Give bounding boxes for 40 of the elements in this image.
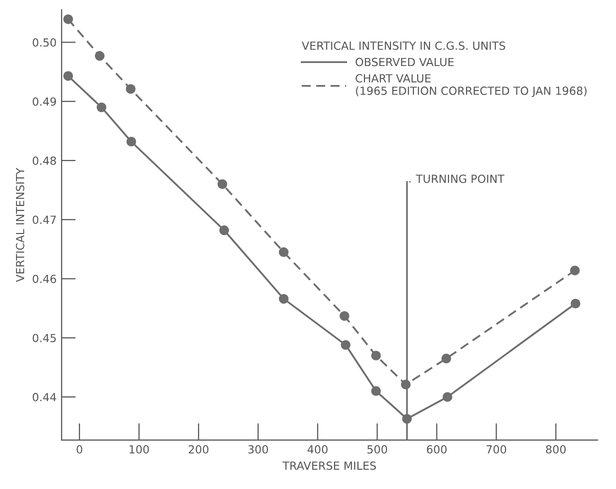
point [94, 51, 105, 61]
point [340, 340, 350, 350]
y-tick-label: 0.50 [32, 38, 56, 47]
x-tick-label: 700 [486, 445, 506, 454]
y-tick-label: 0.46 [32, 274, 56, 284]
x-tick-label: 800 [546, 445, 566, 454]
x-tick-label: 100 [130, 445, 149, 454]
y-tick-label: 0.44 [32, 392, 56, 402]
point [218, 179, 228, 190]
x-tick-label: 400 [308, 445, 328, 454]
point [441, 354, 452, 364]
point [126, 136, 136, 146]
legend-title: VERTICAL INTENSITY IN C.G.S. UNITS [302, 41, 506, 50]
point [371, 350, 381, 360]
point [63, 14, 74, 24]
x-tick-label: 200 [188, 445, 208, 454]
ref-line-label: TURNING POINT [416, 174, 504, 183]
point [63, 71, 74, 81]
point [126, 84, 136, 94]
point [278, 294, 289, 304]
y-tick-label: 0.49 [32, 97, 56, 106]
x-tick-label: 500 [367, 445, 388, 454]
x-tick-label: 300 [248, 445, 268, 454]
y-tick-label: 0.47 [32, 216, 56, 224]
point [96, 102, 106, 112]
point [570, 266, 580, 276]
y-tick-label: 0.48 [32, 156, 56, 165]
point [442, 392, 452, 402]
point [371, 386, 381, 396]
legend-label: CHART VALUE (1965 EDITION CORRECTED TO JAN 1968) [356, 74, 587, 98]
y-axis-title: VERTICAL INTENSITY [16, 168, 24, 282]
x-axis-title: TRAVERSE MILES [282, 461, 376, 470]
x-tick-label: 0 [76, 445, 82, 454]
legend-label: OBSERVED VALUE [356, 58, 454, 66]
y-tick-label: 0.45 [32, 334, 56, 342]
x-tick-label: 600 [426, 445, 447, 454]
point [340, 311, 350, 321]
point [570, 298, 580, 308]
point [278, 247, 289, 257]
point [219, 225, 230, 236]
